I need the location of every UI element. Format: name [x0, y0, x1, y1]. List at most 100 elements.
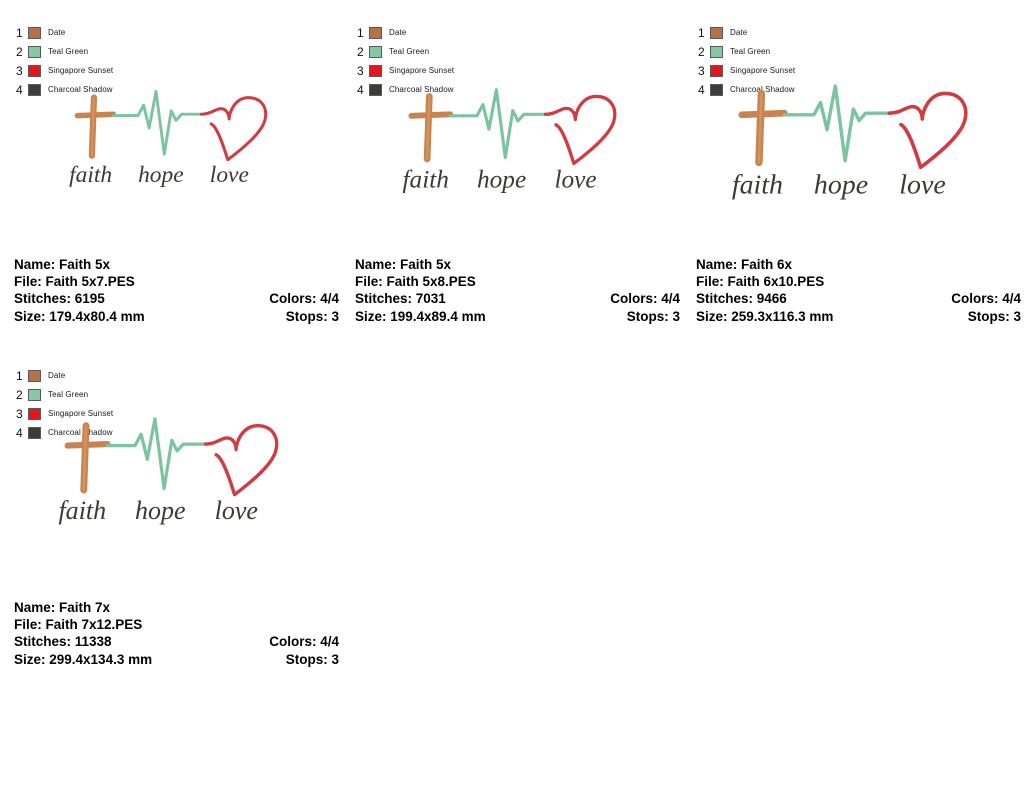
legend-color-name: Teal Green: [48, 47, 89, 56]
design-size: Size: 259.3x116.3 mm: [696, 308, 834, 324]
info-line-name: Name: Faith 5x: [14, 256, 339, 273]
info-line-size: Size: 199.4x89.4 mm Stops: 3: [355, 308, 680, 325]
legend-row: 4 Charcoal Shadow: [16, 81, 196, 99]
design-file: File: Faith 7x12.PES: [14, 617, 143, 633]
legend-color-name: Singapore Sunset: [48, 409, 114, 418]
design-artwork: faith hope love: [682, 82, 1023, 201]
script-wordmark: faith hope love: [732, 170, 946, 201]
color-swatch-singapore-sunset: [28, 65, 41, 77]
legend-row: 2 Teal Green: [16, 386, 196, 404]
info-line-size: Size: 259.3x116.3 mm Stops: 3: [696, 308, 1021, 325]
legend-row: 3 Singapore Sunset: [16, 405, 196, 423]
legend-number: 1: [16, 369, 23, 383]
heartbeat-ekg-icon: [105, 417, 207, 491]
legend-color-name: Charcoal Shadow: [389, 85, 454, 94]
legend-row: 3 Singapore Sunset: [357, 62, 537, 80]
heart-icon: [203, 424, 278, 497]
color-swatch-charcoal-shadow: [28, 427, 41, 439]
legend-row: 4 Charcoal Shadow: [357, 81, 537, 99]
color-swatch-singapore-sunset: [710, 65, 723, 77]
info-line-name: Name: Faith 7x: [14, 599, 339, 616]
design-info-block: Name: Faith 6x File: Faith 6x10.PES Stit…: [696, 256, 1021, 325]
design-artwork: faith hope love: [0, 415, 341, 526]
legend-number: 1: [16, 26, 23, 40]
design-colors: Colors: 4/4: [610, 291, 680, 307]
legend-number: 3: [16, 64, 23, 78]
word-hope: hope: [476, 165, 525, 193]
legend-number: 1: [357, 26, 364, 40]
cross-icon: [738, 89, 788, 167]
faith-hope-love-artwork: faith hope love: [69, 90, 268, 188]
info-line-file: File: Faith 5x8.PES: [355, 273, 680, 290]
color-swatch-teal-green: [710, 46, 723, 58]
design-stitches: Stitches: 11338: [14, 634, 112, 650]
design-artwork: faith hope love: [341, 86, 682, 194]
thread-color-legend: 1 Date 2 Teal Green 3 Singapore Sunset 4…: [16, 24, 196, 100]
design-name: Name: Faith 5x: [355, 257, 452, 272]
word-hope: hope: [135, 496, 186, 525]
word-love: love: [210, 162, 249, 188]
legend-color-name: Date: [389, 28, 407, 37]
script-wordmark: faith hope love: [69, 162, 249, 188]
legend-number: 3: [16, 407, 23, 421]
color-swatch-singapore-sunset: [28, 408, 41, 420]
info-line-name: Name: Faith 6x: [696, 256, 1021, 273]
design-name: Name: Faith 7x: [14, 600, 111, 615]
design-info-block: Name: Faith 7x File: Faith 7x12.PES Stit…: [14, 599, 339, 668]
legend-number: 2: [357, 45, 364, 59]
design-size: Size: 199.4x89.4 mm: [355, 308, 486, 324]
design-stitches: Stitches: 6195: [14, 291, 105, 307]
legend-color-name: Teal Green: [730, 47, 771, 56]
heartbeat-ekg-icon: [782, 84, 892, 163]
heart-icon: [543, 94, 616, 166]
color-swatch-singapore-sunset: [369, 65, 382, 77]
design-stitches: Stitches: 9466: [696, 291, 787, 307]
color-swatch-teal-green: [28, 46, 41, 58]
color-swatch-date: [28, 370, 41, 382]
legend-row: 3 Singapore Sunset: [16, 62, 196, 80]
design-card: 1 Date 2 Teal Green 3 Singapore Sunset 4…: [0, 343, 341, 686]
legend-color-name: Teal Green: [389, 47, 430, 56]
color-swatch-charcoal-shadow: [710, 84, 723, 96]
legend-row: 1 Date: [16, 367, 196, 385]
info-line-size: Size: 299.4x134.3 mm Stops: 3: [14, 651, 339, 668]
legend-number: 2: [16, 388, 23, 402]
cross-icon: [74, 94, 117, 159]
word-faith: faith: [402, 165, 448, 193]
legend-row: 3 Singapore Sunset: [698, 62, 878, 80]
design-info-block: Name: Faith 5x File: Faith 5x8.PES Stitc…: [355, 256, 680, 325]
color-swatch-charcoal-shadow: [369, 84, 382, 96]
color-swatch-date: [28, 27, 41, 39]
legend-row: 1 Date: [698, 24, 878, 42]
legend-row: 2 Teal Green: [698, 43, 878, 61]
script-wordmark: faith hope love: [402, 165, 596, 193]
thread-color-legend: 1 Date 2 Teal Green 3 Singapore Sunset 4…: [698, 24, 878, 100]
legend-color-name: Date: [48, 371, 66, 380]
word-faith: faith: [58, 496, 106, 525]
legend-color-name: Charcoal Shadow: [48, 428, 113, 437]
design-stops: Stops: 3: [285, 651, 339, 667]
design-stops: Stops: 3: [626, 308, 680, 324]
legend-color-name: Teal Green: [48, 390, 89, 399]
word-faith: faith: [69, 162, 112, 188]
cross-icon: [407, 93, 453, 163]
color-swatch-date: [710, 27, 723, 39]
info-line-stitches: Stitches: 6195 Colors: 4/4: [14, 290, 339, 307]
legend-number: 4: [698, 83, 705, 97]
legend-color-name: Charcoal Shadow: [730, 85, 795, 94]
legend-row: 4 Charcoal Shadow: [698, 81, 878, 99]
legend-color-name: Singapore Sunset: [48, 66, 114, 75]
legend-number: 4: [357, 83, 364, 97]
design-info-block: Name: Faith 5x File: Faith 5x7.PES Stitc…: [14, 256, 339, 325]
legend-color-name: Date: [730, 28, 748, 37]
faith-hope-love-artwork: faith hope love: [58, 417, 278, 525]
faith-hope-love-artwork: faith hope love: [732, 84, 968, 201]
design-card: 1 Date 2 Teal Green 3 Singapore Sunset 4…: [0, 0, 341, 343]
design-stops: Stops: 3: [967, 308, 1021, 324]
design-stops: Stops: 3: [285, 308, 339, 324]
info-line-stitches: Stitches: 11338 Colors: 4/4: [14, 633, 339, 650]
word-love: love: [554, 165, 596, 193]
design-file: File: Faith 5x8.PES: [355, 274, 476, 290]
design-file: File: Faith 6x10.PES: [696, 274, 825, 290]
design-colors: Colors: 4/4: [269, 291, 339, 307]
